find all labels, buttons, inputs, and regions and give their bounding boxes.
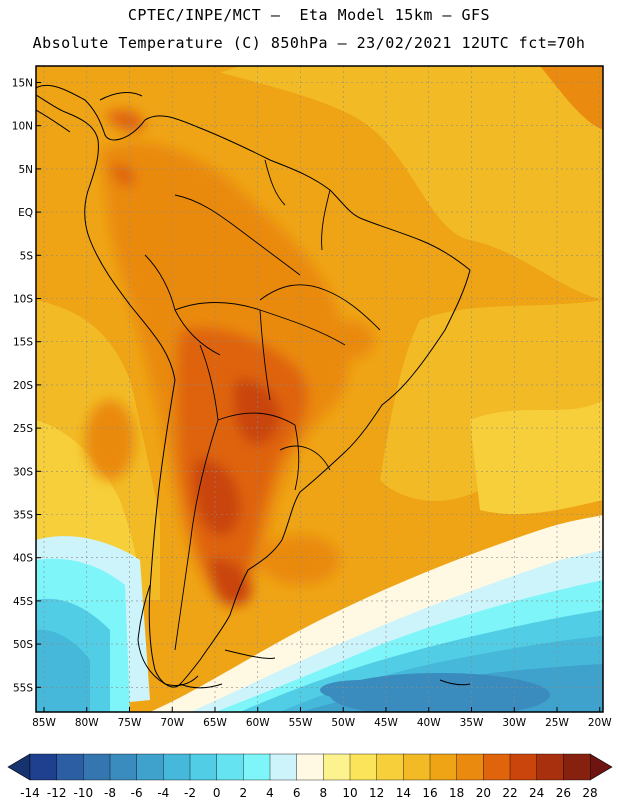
lat-label: 35S [13,510,33,522]
lon-label: 85W [32,717,56,729]
colorbar: -14 -12 -10 -8 -6 -4 -2 0 2 4 6 8 10 12 14 16 18 20 22 24 26… [7,753,613,800]
colorbar-swatch [189,753,218,781]
colorbar-tick-label: 18 [449,786,464,800]
colorbar-swatch [136,753,164,781]
colorbar-tick-label: 2 [240,786,248,800]
colorbar-tick-label: 10 [342,786,357,800]
lon-label: 45W [374,717,398,729]
country-borders [144,159,381,651]
lat-label: 10N [12,121,33,133]
lat-label: 5S [20,250,34,262]
colorbar-swatch [429,753,458,781]
lon-label: 65W [203,717,227,729]
chart-title-line1: CPTEC/INPE/MCT – Eta Model 15km – GFS [127,6,491,24]
lon-label: 40W [417,717,441,729]
colorbar-tick-label: 20 [476,786,491,800]
colorbar-tick-label: -8 [104,786,116,800]
colorbar-swatch [83,753,111,781]
colorbar-swatch [269,753,298,781]
colorbar-tick-label: -12 [47,786,67,800]
colorbar-swatch [296,753,324,781]
lat-label: 15N [12,78,33,90]
colorbar-tick-label: 26 [556,786,571,800]
coastlines [36,84,471,689]
colorbar-swatch [323,753,351,781]
colorbar-swatch [536,753,564,781]
colorbar-tick-label: -14 [20,786,40,800]
colorbar-swatch [403,753,431,781]
colorbar-under-arrow [7,753,31,781]
colorbar-tick-label: -6 [131,786,143,800]
colorbar-tick-label: 8 [320,786,328,800]
colorbar-swatch [509,753,538,781]
lat-label: 55S [13,682,33,694]
lat-label: 15S [13,337,33,349]
latitude-labels: 15N 10N 5N EQ 5S 10S 15S 20S 25S 30S 35S 40S 45S 50S 5… [12,78,41,694]
lon-label: 25W [545,717,569,729]
colorbar-tick-label: 12 [369,786,384,800]
lon-label: 80W [75,717,99,729]
temperature-field [36,66,603,712]
colorbar-swatch [56,753,84,781]
colorbar-tick-label: -4 [157,786,169,800]
colorbar-swatch [563,753,591,781]
chart-title-line2: Absolute Temperature (C) 850hPa – 23/02/… [32,34,586,52]
lon-label: 70W [160,717,184,729]
colorbar-tick-label: -10 [74,786,94,800]
lat-label: 20S [13,380,33,392]
lat-label: 10S [13,294,33,306]
lon-label: 75W [118,717,142,729]
lon-label: 30W [502,717,526,729]
colorbar-over-arrow [589,753,613,781]
colorbar-tick-label: 22 [502,786,517,800]
colorbar-tick-label: 14 [396,786,411,800]
colorbar-tick-label: -2 [184,786,196,800]
lon-label: 60W [246,717,270,729]
lat-label: EQ [18,207,33,219]
colorbar-swatch [483,753,511,781]
lat-label: 50S [13,639,33,651]
colorbar-tick-label: 28 [582,786,597,800]
lat-label: 40S [13,553,33,565]
colorbar-swatch [29,753,58,781]
lat-label: 25S [13,423,33,435]
colorbar-swatch [243,753,271,781]
longitude-labels: 85W 80W 75W 70W 65W 60W 55W 50W 45W 40W 35W 30W 25W 2… [32,707,612,729]
colorbar-tick-label: 4 [266,786,274,800]
colorbar-tick-label: 0 [213,786,221,800]
colorbar-swatch [163,753,191,781]
lat-label: 30S [13,466,33,478]
colorbar-tick-label: 16 [422,786,437,800]
colorbar-tick-label: 6 [293,786,301,800]
colorbar-swatch [349,753,378,781]
colorbar-swatch [109,753,138,781]
colorbar-swatch [216,753,244,781]
lon-label: 20W [588,717,612,729]
map-frame [35,65,604,713]
lon-label: 55W [289,717,313,729]
colorbar-tick-label: 24 [529,786,544,800]
lon-label: 50W [331,717,355,729]
colorbar-swatch [456,753,484,781]
lat-label: 45S [13,596,33,608]
colorbar-swatch [376,753,404,781]
lat-label: 5N [18,164,33,176]
lon-label: 35W [460,717,484,729]
